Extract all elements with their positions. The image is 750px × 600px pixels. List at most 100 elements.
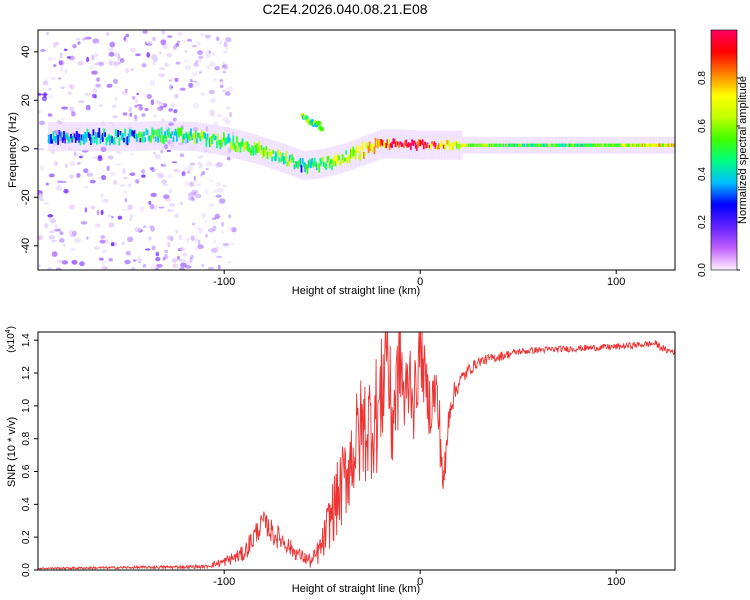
snr-xlabel: Height of straight line (km) xyxy=(292,583,420,595)
ridge-cell xyxy=(173,131,176,136)
noise-speckle xyxy=(193,175,196,181)
noise-speckle xyxy=(54,161,58,167)
noise-speckle xyxy=(108,60,113,66)
ridge-cell xyxy=(466,143,469,147)
noise-speckle xyxy=(85,36,92,40)
ridge-cell xyxy=(291,154,293,161)
noise-speckle xyxy=(211,52,216,56)
noise-speckle xyxy=(144,41,148,46)
noise-speckle xyxy=(196,226,201,231)
ridge-cell xyxy=(325,163,328,170)
ridge-cell xyxy=(351,149,353,159)
noise-speckle xyxy=(189,180,193,185)
ridge-cell xyxy=(357,147,359,153)
ridge-cell xyxy=(139,137,142,143)
ridge-cell xyxy=(151,127,154,136)
ridge-cell xyxy=(124,128,126,137)
ridge-halo xyxy=(68,122,72,152)
ridge-cell xyxy=(633,143,636,147)
noise-speckle xyxy=(148,224,153,229)
noise-speckle xyxy=(39,198,44,202)
ridge-cell xyxy=(290,157,292,163)
ridge-cell xyxy=(350,148,352,159)
ridge-cell xyxy=(672,143,675,147)
noise-speckle xyxy=(155,251,160,257)
ridge-cell xyxy=(250,149,252,156)
spectrogram-frame xyxy=(37,29,676,271)
ridge-cell xyxy=(431,141,433,145)
noise-speckle xyxy=(191,222,196,226)
noise-speckle xyxy=(213,77,217,82)
ridge-cell xyxy=(280,156,283,163)
noise-speckle xyxy=(176,256,180,260)
ridge-cell xyxy=(234,144,237,152)
ridge-cell xyxy=(631,143,633,147)
ridge-cell xyxy=(114,129,117,137)
ridge-cell xyxy=(478,143,480,147)
noise-speckle xyxy=(56,259,64,263)
ridge-cell xyxy=(298,159,301,166)
ridge-cell xyxy=(359,151,362,161)
noise-speckle xyxy=(222,242,229,246)
noise-speckle xyxy=(83,168,89,174)
noise-speckle xyxy=(77,153,84,156)
ridge-cell xyxy=(652,143,655,147)
noise-speckle xyxy=(175,61,181,65)
ridge-cell xyxy=(305,164,308,171)
ridge-cell xyxy=(233,142,236,150)
noise-speckle xyxy=(129,172,136,176)
noise-speckle xyxy=(112,115,119,119)
noise-speckle xyxy=(63,188,69,194)
noise-speckle xyxy=(229,111,233,118)
ridge-cell xyxy=(455,142,458,149)
ridge-cell xyxy=(587,143,590,147)
ridge-cell xyxy=(517,143,519,147)
ridge-cell xyxy=(180,127,183,136)
ridge-cell xyxy=(260,145,263,151)
ridge-cell xyxy=(228,137,231,143)
noise-speckle xyxy=(50,77,56,80)
ridge-cell xyxy=(467,143,470,147)
ridge-cell xyxy=(465,143,468,147)
noise-speckle xyxy=(100,193,104,198)
ridge-halo xyxy=(415,130,419,160)
ridge-cell xyxy=(390,143,392,148)
noise-speckle xyxy=(48,235,56,240)
noise-speckle xyxy=(38,110,42,113)
ridge-cell xyxy=(355,145,358,153)
ridge-cell xyxy=(628,143,631,147)
noise-speckle xyxy=(208,50,211,54)
noise-speckle xyxy=(56,185,62,191)
noise-speckle xyxy=(183,166,187,173)
ridge-cell xyxy=(126,136,129,146)
ridge-cell xyxy=(271,156,273,162)
noise-speckle xyxy=(72,44,77,49)
noise-speckle xyxy=(54,62,58,69)
ridge-cell xyxy=(363,152,365,159)
ridge-cell xyxy=(533,143,536,147)
noise-speckle xyxy=(58,59,65,66)
ridge-cell xyxy=(541,143,544,147)
snr-ytick-label: 1.0 xyxy=(21,399,32,413)
ridge-cell xyxy=(261,150,264,159)
noise-speckle xyxy=(39,120,46,126)
ridge-cell xyxy=(200,129,203,138)
ridge-cell xyxy=(218,140,221,145)
ridge-cell xyxy=(488,143,491,147)
noise-speckle xyxy=(209,109,215,114)
ridge-cell xyxy=(47,134,50,144)
noise-speckle xyxy=(45,78,48,83)
noise-speckle xyxy=(54,228,62,232)
ridge-cell xyxy=(414,142,417,149)
noise-speckle xyxy=(127,236,134,243)
noise-speckle xyxy=(80,221,88,225)
ridge-cell xyxy=(479,143,482,147)
noise-speckle xyxy=(193,237,199,243)
ridge-cell xyxy=(544,143,546,147)
noise-speckle xyxy=(197,244,204,249)
noise-speckle xyxy=(75,37,81,41)
ridge-cell xyxy=(353,149,356,155)
ridge-cell xyxy=(311,158,313,166)
noise-speckle xyxy=(191,44,197,48)
noise-speckle xyxy=(215,245,220,251)
